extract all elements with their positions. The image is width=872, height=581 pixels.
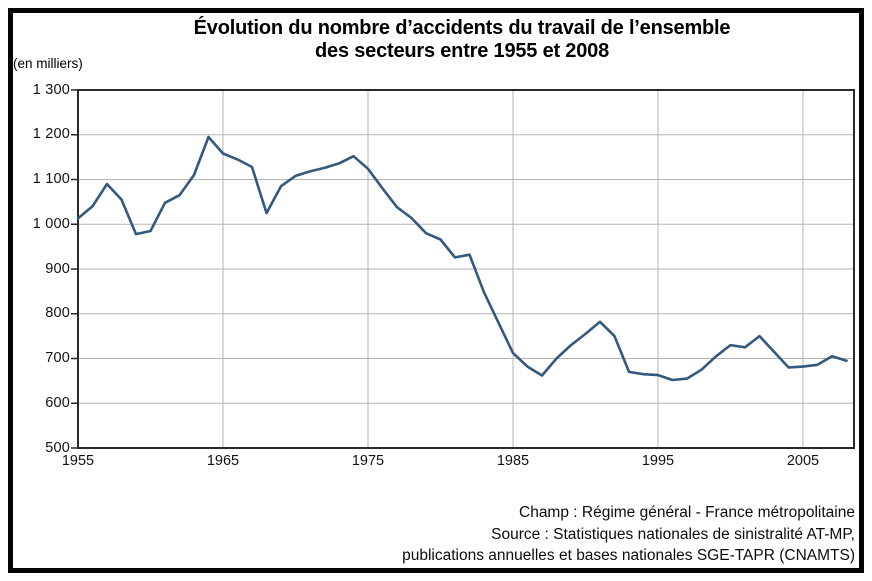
plot-border bbox=[77, 89, 855, 449]
chart-title-line-1: Évolution du nombre d’accidents du trava… bbox=[193, 17, 731, 39]
figure-frame bbox=[8, 8, 864, 573]
champ-line: Champ : Régime général - France métropol… bbox=[519, 504, 855, 521]
chart-title: Évolution du nombre d’accidents du trava… bbox=[70, 17, 854, 63]
source-note: Champ : Régime général - France métropol… bbox=[235, 502, 855, 567]
source-line: Source : Statistiques nationales de sini… bbox=[491, 525, 855, 543]
chart-title-line-2: des secteurs entre 1955 et 2008 bbox=[315, 40, 609, 62]
source-line-2: publications annuelles et bases national… bbox=[402, 547, 855, 564]
y-axis-unit-label: (en milliers) bbox=[13, 56, 83, 71]
data-line bbox=[76, 135, 848, 382]
